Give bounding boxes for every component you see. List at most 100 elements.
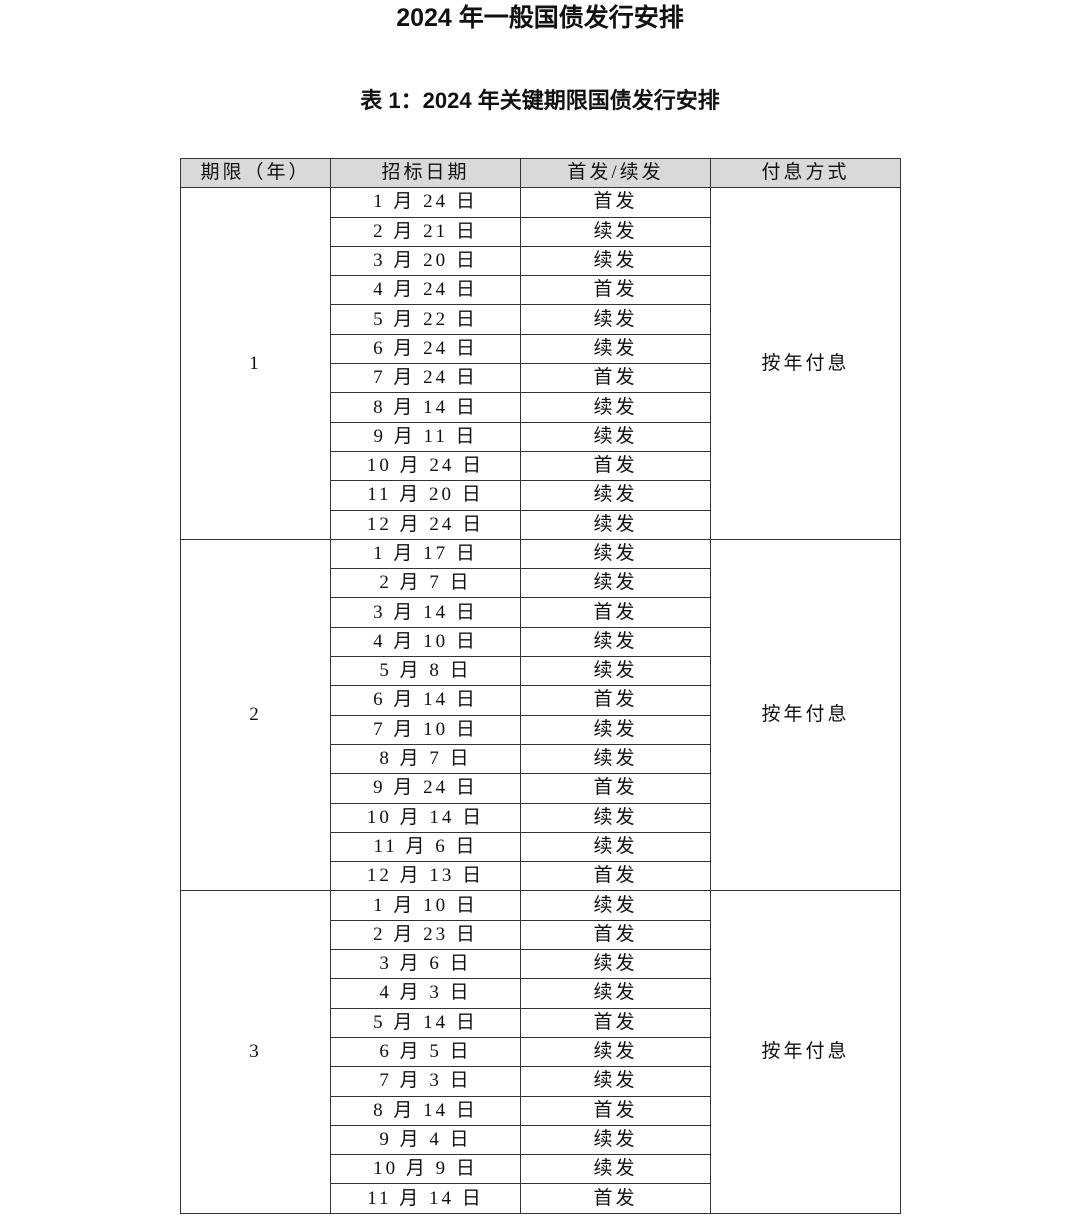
issue-type-cell: 续发 <box>520 333 711 365</box>
auction-date-cell: 10 月 14 日 <box>330 802 521 833</box>
issue-type-cell: 续发 <box>520 626 711 658</box>
issue-type-cell: 首发 <box>520 685 711 716</box>
issue-type-cell: 续发 <box>520 480 711 511</box>
table-row: 7 月 3 日续发 <box>181 1066 901 1097</box>
issue-type-cell: 续发 <box>520 1154 711 1185</box>
auction-date-cell: 7 月 10 日 <box>330 714 521 745</box>
auction-date-cell: 7 月 24 日 <box>330 363 521 394</box>
auction-date-cell: 8 月 14 日 <box>330 392 521 423</box>
auction-date-cell: 11 月 6 日 <box>330 831 521 863</box>
auction-date-cell: 7 月 3 日 <box>330 1066 521 1097</box>
issue-type-cell: 首发 <box>520 1095 711 1126</box>
header-issue-type: 首发/续发 <box>520 157 711 189</box>
auction-date-cell: 3 月 20 日 <box>330 245 521 277</box>
payment-method-cell: 按年付息 <box>710 187 901 540</box>
issue-type-cell: 续发 <box>520 1124 711 1156</box>
auction-date-cell: 5 月 22 日 <box>330 304 521 335</box>
table-row: 4 月 10 日续发 <box>181 626 901 658</box>
auction-date-cell: 4 月 3 日 <box>330 978 521 1009</box>
table-row: 4 月 24 日首发 <box>181 275 901 306</box>
auction-date-cell: 8 月 14 日 <box>330 1095 521 1126</box>
table-row: 7 月 10 日续发 <box>181 714 901 745</box>
auction-date-cell: 1 月 24 日 <box>330 187 521 218</box>
table-row: 6 月 14 日首发 <box>181 685 901 716</box>
table-row: 9 月 11 日续发 <box>181 421 901 452</box>
header-term: 期限（年） <box>180 157 331 189</box>
table-row: 2 月 21 日续发 <box>181 216 901 247</box>
auction-date-cell: 2 月 23 日 <box>330 919 521 951</box>
auction-date-cell: 4 月 10 日 <box>330 626 521 658</box>
table-row: 10 月 14 日续发 <box>181 802 901 833</box>
auction-date-cell: 1 月 17 日 <box>330 538 521 570</box>
issue-type-cell: 续发 <box>520 802 711 833</box>
table-header-row: 期限（年） 招标日期 首发/续发 付息方式 <box>180 157 901 189</box>
auction-date-cell: 2 月 7 日 <box>330 568 521 599</box>
issue-type-cell: 首发 <box>520 1183 711 1214</box>
table-row: 5 月 8 日续发 <box>181 656 901 687</box>
auction-date-cell: 9 月 4 日 <box>330 1124 521 1156</box>
table-row: 2 月 7 日续发 <box>181 568 901 599</box>
issue-type-cell: 首发 <box>520 773 711 804</box>
table-row: 2 月 23 日首发 <box>181 919 901 951</box>
auction-date-cell: 9 月 11 日 <box>330 421 521 452</box>
issue-type-cell: 首发 <box>520 597 711 628</box>
table-row: 10 月 24 日首发 <box>181 450 901 482</box>
issue-type-cell: 首发 <box>520 275 711 306</box>
issue-type-cell: 续发 <box>520 1036 711 1068</box>
auction-date-cell: 11 月 14 日 <box>330 1183 521 1214</box>
issue-type-cell: 首发 <box>520 187 711 218</box>
table-row: 11 月 20 日续发 <box>181 480 901 511</box>
payment-method-cell: 按年付息 <box>710 538 901 892</box>
issue-type-cell: 续发 <box>520 216 711 247</box>
auction-date-cell: 6 月 24 日 <box>330 333 521 365</box>
issue-type-cell: 续发 <box>520 392 711 423</box>
issue-type-cell: 首发 <box>520 450 711 482</box>
table-row: 12 月 13 日首发 <box>181 861 901 892</box>
issue-type-cell: 续发 <box>520 568 711 599</box>
table-row: 5 月 22 日续发 <box>181 304 901 335</box>
issue-type-cell: 续发 <box>520 949 711 980</box>
auction-date-cell: 2 月 21 日 <box>330 216 521 247</box>
document-title: 2024 年一般国债发行安排 <box>396 4 684 32</box>
auction-date-cell: 6 月 5 日 <box>330 1036 521 1068</box>
issue-type-cell: 续发 <box>520 978 711 1009</box>
auction-date-cell: 6 月 14 日 <box>330 685 521 716</box>
table-row: 11 月 14 日首发 <box>181 1183 901 1214</box>
issue-type-cell: 续发 <box>520 656 711 687</box>
issue-type-cell: 续发 <box>520 890 711 921</box>
table-row: 3 月 14 日首发 <box>181 597 901 628</box>
issue-type-cell: 首发 <box>520 861 711 892</box>
issue-type-cell: 首发 <box>520 919 711 951</box>
table-row: 8 月 14 日续发 <box>181 392 901 423</box>
issue-type-cell: 续发 <box>520 304 711 335</box>
payment-method-cell: 按年付息 <box>710 890 901 1214</box>
issue-type-cell: 续发 <box>520 714 711 745</box>
auction-date-cell: 12 月 13 日 <box>330 861 521 892</box>
issue-type-cell: 首发 <box>520 1007 711 1038</box>
table-row: 12 月 24 日续发 <box>181 509 901 540</box>
auction-date-cell: 10 月 24 日 <box>330 450 521 482</box>
issue-type-cell: 续发 <box>520 831 711 863</box>
header-auction-date: 招标日期 <box>330 157 521 189</box>
issue-type-cell: 续发 <box>520 509 711 540</box>
term-cell: 3 <box>180 890 331 1214</box>
header-payment-method: 付息方式 <box>710 157 901 189</box>
auction-date-cell: 12 月 24 日 <box>330 509 521 540</box>
table-row: 7 月 24 日首发 <box>181 363 901 394</box>
issue-type-cell: 首发 <box>520 363 711 394</box>
table-caption: 表 1：2024 年关键期限国债发行安排 <box>360 88 720 113</box>
issue-type-cell: 续发 <box>520 421 711 452</box>
auction-date-cell: 1 月 10 日 <box>330 890 521 921</box>
auction-date-cell: 8 月 7 日 <box>330 743 521 775</box>
term-cell: 1 <box>180 187 331 540</box>
table-row: 6 月 24 日续发 <box>181 333 901 365</box>
issue-type-cell: 续发 <box>520 1066 711 1097</box>
auction-date-cell: 5 月 8 日 <box>330 656 521 687</box>
term-cell: 2 <box>180 538 331 892</box>
table-row: 5 月 14 日首发 <box>181 1007 901 1038</box>
auction-date-cell: 10 月 9 日 <box>330 1154 521 1185</box>
